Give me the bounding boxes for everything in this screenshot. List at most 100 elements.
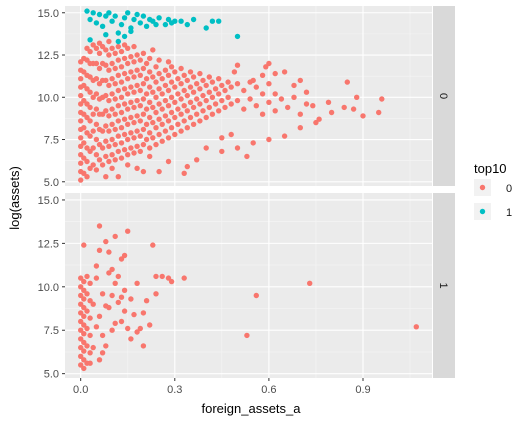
data-point-top10-0 [103, 238, 109, 245]
data-point-top10-0 [168, 94, 175, 101]
data-point-top10-0 [137, 133, 143, 139]
data-point-top10-0 [303, 89, 310, 95]
data-point-top10-0 [78, 292, 84, 299]
data-point-top10-0 [87, 89, 93, 95]
data-point-top10-0 [106, 38, 112, 45]
data-point-top10-0 [81, 287, 87, 293]
data-point-top10-0 [109, 292, 115, 299]
data-point-top10-0 [172, 84, 178, 90]
data-point-top10-0 [106, 128, 112, 134]
panel-1-y-ticks: 5.0 7.5 10.0 12.5 15.0 [38, 195, 65, 381]
data-point-top10-0 [93, 275, 100, 281]
panel-1-grid [65, 193, 432, 378]
data-point-top10-0 [128, 296, 134, 302]
legend-label-0: 0 [506, 183, 512, 195]
data-point-top10-0 [78, 118, 84, 124]
data-point-top10-0 [153, 94, 159, 101]
data-point-top10-0 [112, 157, 118, 163]
data-point-top10-0 [172, 99, 178, 106]
data-point-top10-0 [181, 275, 187, 281]
data-point-top10-0 [175, 121, 181, 128]
data-point-top10-0 [81, 296, 87, 302]
data-point-top10-0 [81, 322, 87, 328]
data-point-top10-0 [156, 86, 162, 92]
data-point-top10-0 [168, 125, 175, 131]
data-point-top10-0 [222, 87, 228, 94]
data-point-top10-0 [87, 280, 93, 286]
data-point-top10-1 [115, 38, 122, 45]
strip-1-label: 1 [437, 282, 449, 288]
data-point-top10-0 [140, 65, 147, 72]
data-point-top10-0 [197, 101, 203, 107]
data-point-top10-0 [219, 97, 225, 104]
data-point-top10-0 [131, 104, 137, 111]
data-point-top10-0 [99, 145, 106, 151]
data-point-top10-0 [147, 84, 153, 90]
data-point-top10-0 [159, 106, 165, 112]
data-point-top10-0 [109, 136, 115, 143]
data-point-top10-0 [178, 128, 184, 134]
data-point-top10-0 [165, 118, 172, 124]
data-point-top10-0 [203, 114, 209, 121]
data-point-top10-0 [147, 153, 153, 160]
data-point-top10-0 [156, 131, 162, 138]
data-point-top10-0 [354, 94, 360, 101]
data-point-top10-0 [307, 280, 313, 286]
data-point-top10-0 [212, 86, 219, 92]
data-point-top10-0 [162, 128, 169, 134]
data-point-top10-0 [140, 141, 147, 148]
data-point-top10-0 [140, 50, 147, 56]
data-point-top10-0 [234, 97, 241, 104]
data-point-top10-0 [219, 82, 225, 89]
data-point-top10-1 [216, 18, 222, 24]
data-point-top10-0 [209, 111, 216, 117]
data-point-top10-0 [121, 252, 128, 259]
data-point-top10-0 [143, 106, 150, 112]
data-point-top10-0 [184, 163, 190, 170]
data-point-top10-0 [96, 357, 103, 363]
data-point-top10-1 [128, 28, 134, 35]
data-point-top10-0 [90, 145, 96, 151]
data-point-top10-0 [103, 343, 109, 349]
y-tick-label: 12.5 [38, 50, 59, 62]
data-point-top10-0 [112, 50, 118, 56]
data-point-top10-0 [87, 350, 93, 356]
data-point-top10-0 [121, 86, 128, 92]
data-point-top10-0 [103, 77, 109, 84]
data-point-top10-0 [90, 42, 96, 48]
data-point-top10-0 [297, 111, 303, 117]
data-point-top10-0 [106, 67, 112, 73]
data-point-top10-0 [216, 76, 222, 82]
data-point-top10-0 [131, 59, 137, 65]
y-tick-label: 5.0 [44, 177, 59, 189]
data-point-top10-0 [93, 76, 100, 82]
data-point-top10-0 [121, 287, 128, 293]
data-point-top10-0 [278, 96, 285, 102]
data-point-top10-0 [78, 92, 84, 99]
data-point-top10-0 [81, 339, 87, 346]
data-point-top10-0 [172, 131, 178, 138]
data-point-top10-0 [234, 145, 241, 151]
data-point-top10-0 [225, 94, 231, 101]
data-point-top10-0 [103, 62, 109, 68]
data-point-top10-0 [78, 344, 84, 351]
y-tick-label: 15.0 [38, 195, 59, 207]
data-point-top10-0 [99, 128, 106, 134]
data-point-top10-0 [128, 99, 134, 106]
data-point-top10-0 [109, 106, 115, 112]
data-point-top10-1 [162, 21, 169, 28]
data-point-top10-0 [81, 357, 87, 363]
data-point-top10-0 [90, 111, 96, 117]
data-point-top10-0 [81, 140, 87, 146]
data-point-top10-0 [115, 87, 122, 94]
data-point-top10-0 [93, 324, 100, 330]
data-point-top10-0 [115, 133, 122, 139]
data-point-top10-0 [156, 168, 162, 175]
data-point-top10-0 [244, 332, 250, 339]
data-point-top10-0 [253, 103, 259, 109]
data-point-top10-0 [131, 43, 137, 50]
data-point-top10-0 [147, 322, 153, 328]
data-point-top10-0 [165, 59, 172, 65]
data-point-top10-0 [115, 273, 122, 280]
data-point-top10-0 [112, 126, 118, 133]
